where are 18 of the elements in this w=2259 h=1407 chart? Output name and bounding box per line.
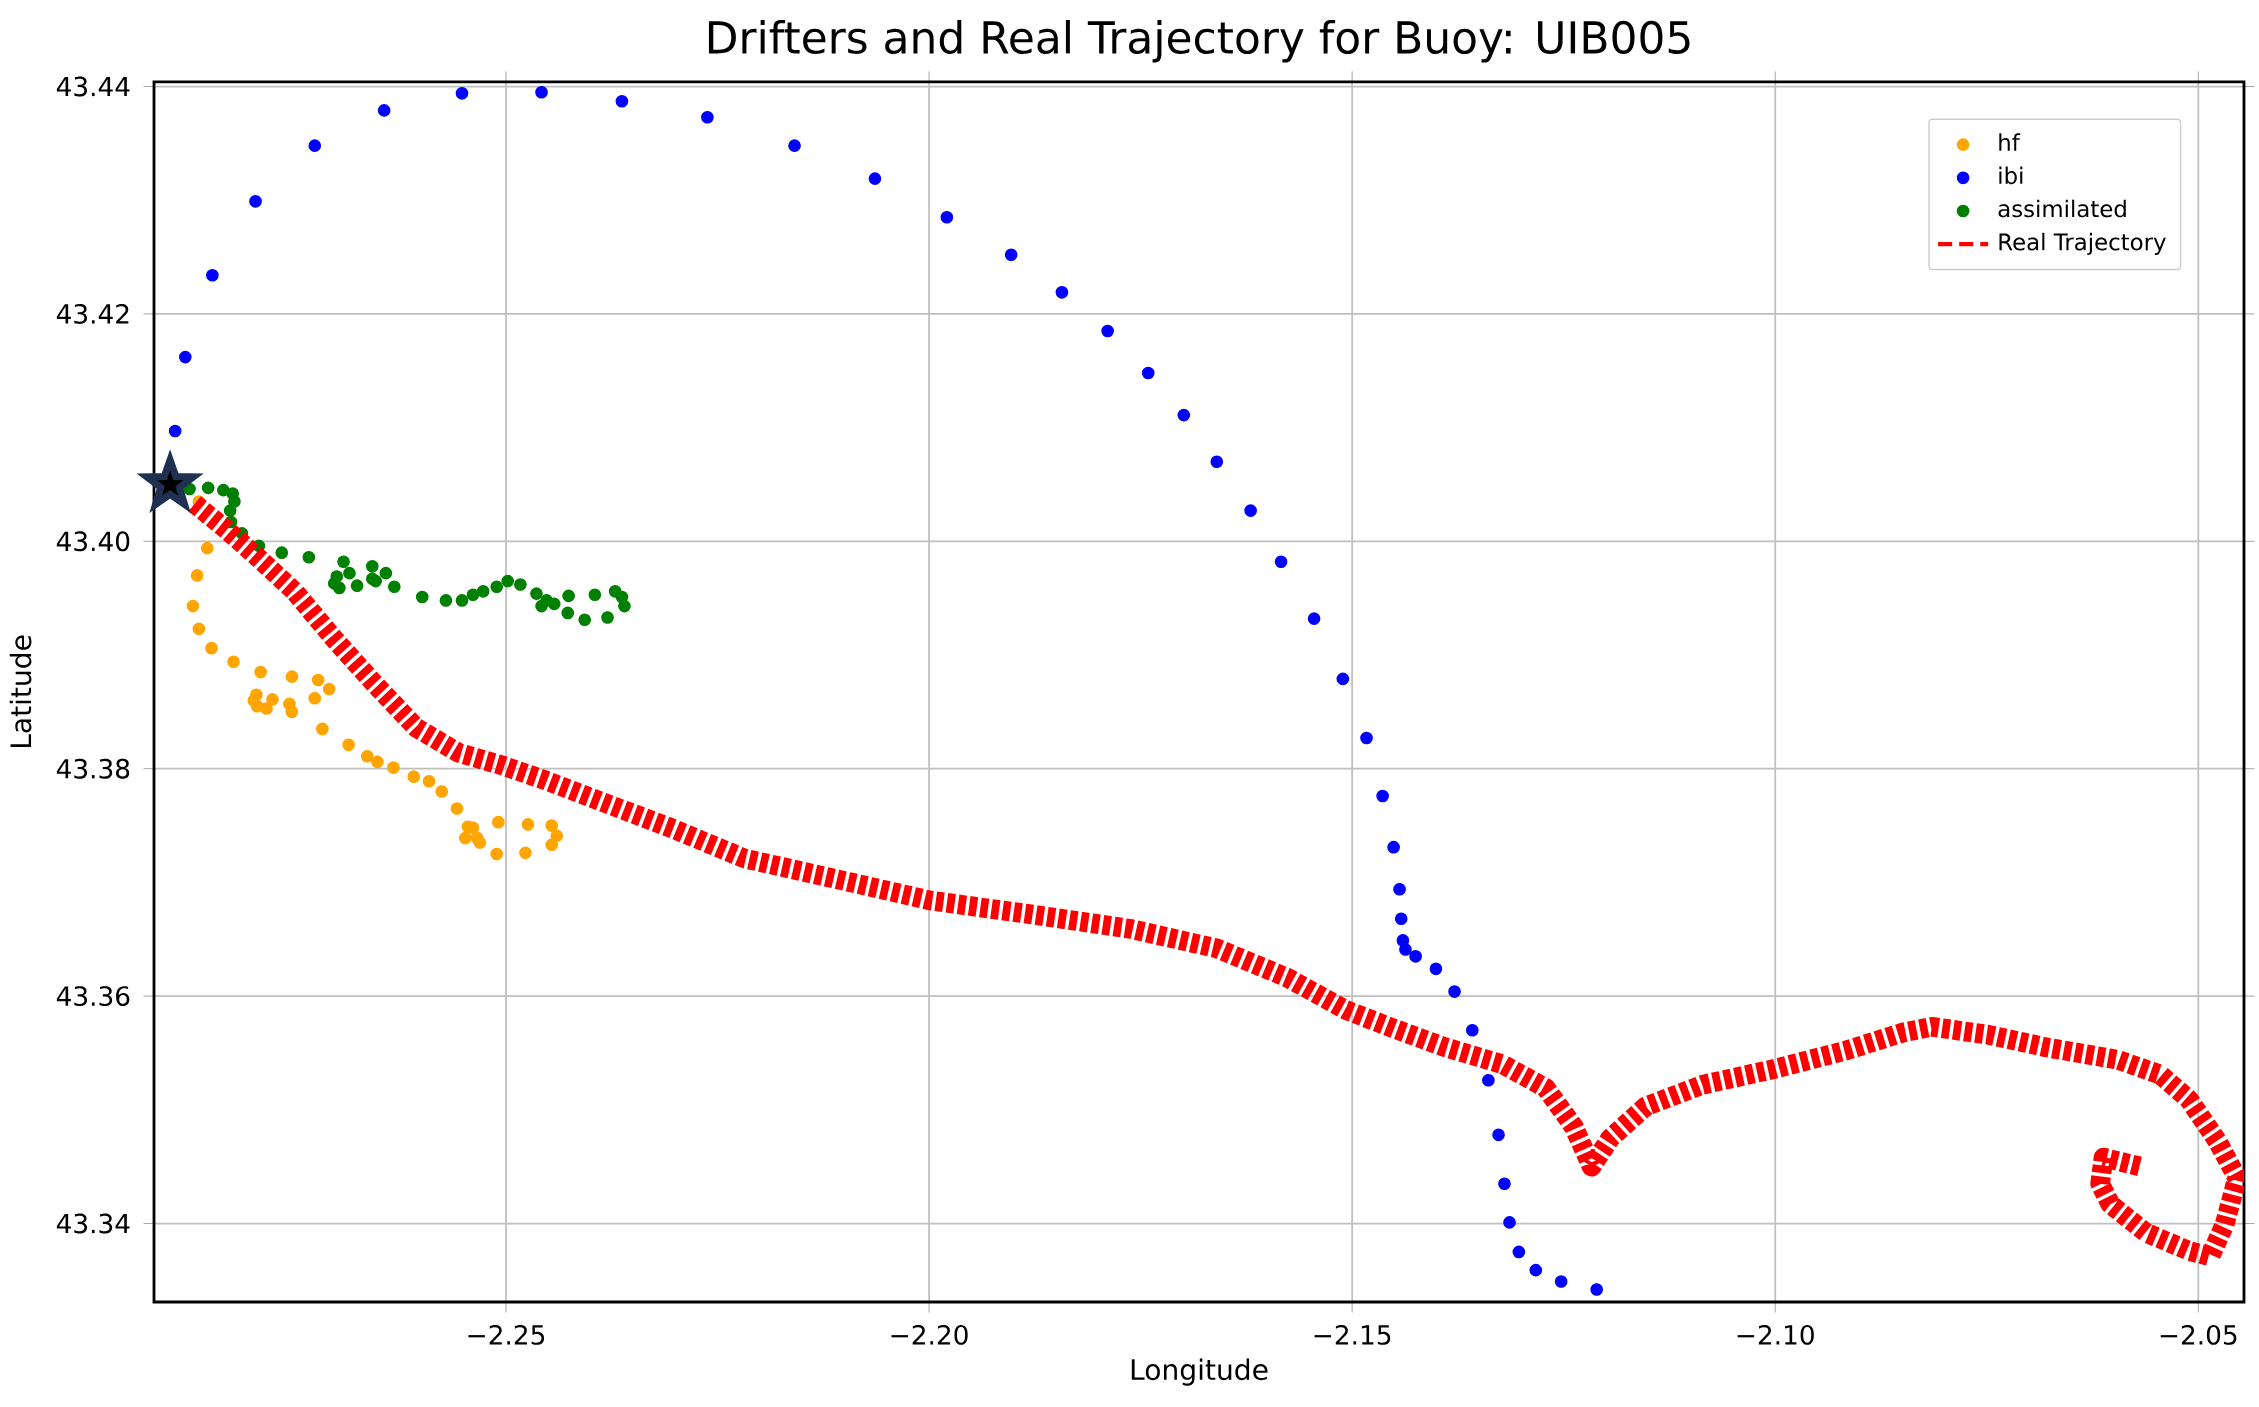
legend-label: assimilated xyxy=(1998,199,2126,218)
y-axis-title: Latitude xyxy=(9,635,32,748)
x-tick-label: −2.20 xyxy=(891,1324,968,1345)
legend-label: hf xyxy=(1999,133,2021,151)
x-tick-label: −2.10 xyxy=(1737,1324,1814,1345)
legend-label: ibi xyxy=(1999,166,2023,185)
y-tick-label: 43.34 xyxy=(56,1213,130,1234)
y-tick-label: 43.42 xyxy=(56,303,129,324)
x-axis-title: Longitude xyxy=(1131,1358,1268,1386)
chart-title: Drifters and Real Trajectory for Buoy: UIB005 xyxy=(708,19,1690,63)
x-tick-label: −2.15 xyxy=(1314,1324,1391,1345)
y-tick-label: 43.40 xyxy=(56,531,130,552)
x-tick-label: −2.25 xyxy=(468,1324,545,1345)
y-tick-label: 43.44 xyxy=(56,76,130,97)
legend-label: Real Trajectory xyxy=(1999,232,2166,255)
y-tick-label: 43.36 xyxy=(56,986,130,1007)
y-tick-label: 43.38 xyxy=(56,758,130,779)
x-tick-label: −2.05 xyxy=(2160,1324,2237,1345)
